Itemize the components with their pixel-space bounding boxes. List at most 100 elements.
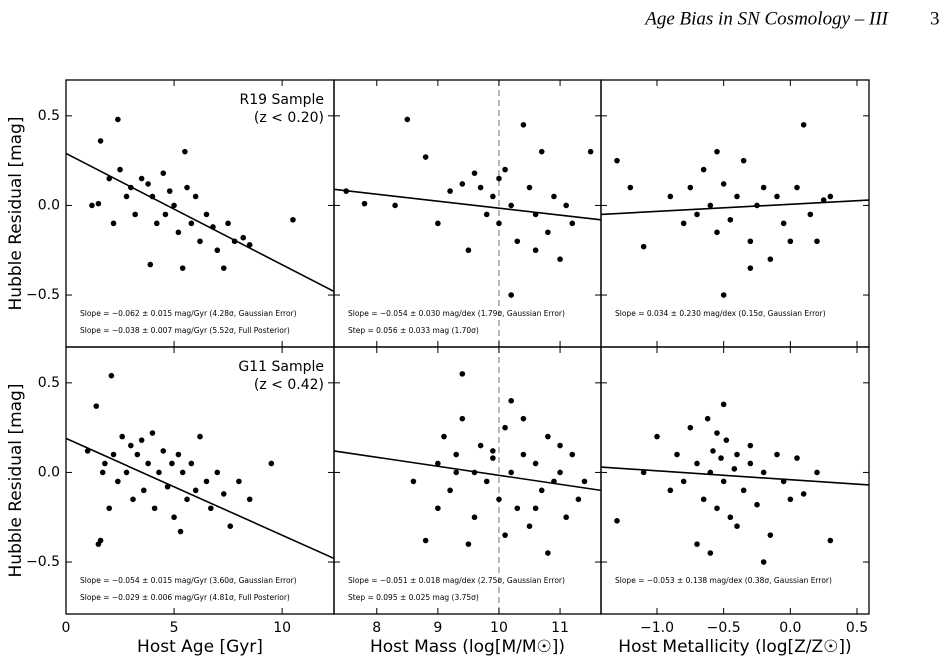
data-point bbox=[99, 469, 106, 476]
data-point bbox=[95, 200, 102, 207]
data-point bbox=[145, 181, 151, 187]
data-point bbox=[545, 229, 551, 236]
data-point bbox=[119, 433, 125, 440]
y-tick-label: 0.5 bbox=[38, 375, 60, 391]
data-point bbox=[538, 148, 545, 155]
data-point bbox=[727, 514, 734, 521]
data-point bbox=[740, 157, 747, 164]
data-point bbox=[526, 184, 533, 191]
data-point bbox=[514, 238, 521, 245]
data-point bbox=[435, 505, 441, 512]
data-point bbox=[471, 170, 478, 176]
data-point bbox=[747, 460, 754, 467]
data-point bbox=[807, 211, 814, 218]
data-point bbox=[787, 496, 794, 503]
fit-annotation: Slope = −0.054 ± 0.030 mag/dex (1.79σ, G… bbox=[348, 309, 565, 318]
panel-frame bbox=[600, 346, 870, 615]
data-point bbox=[734, 523, 740, 529]
data-point bbox=[447, 487, 453, 494]
y-tick-label: 0.0 bbox=[38, 464, 60, 480]
data-point bbox=[687, 424, 694, 431]
data-point bbox=[674, 451, 680, 458]
data-point bbox=[236, 478, 242, 485]
data-point bbox=[171, 202, 177, 209]
data-point bbox=[343, 188, 350, 194]
y-tick-label: 0.5 bbox=[38, 108, 60, 124]
data-point bbox=[734, 451, 740, 458]
data-point bbox=[827, 193, 834, 200]
data-point bbox=[453, 451, 459, 458]
data-point bbox=[177, 528, 184, 535]
panel-frame bbox=[600, 79, 870, 348]
data-point bbox=[714, 505, 720, 512]
data-point bbox=[520, 451, 527, 458]
y-tick-label: −0.5 bbox=[26, 554, 60, 570]
data-point bbox=[290, 216, 296, 223]
data-point bbox=[727, 216, 734, 223]
data-point bbox=[97, 537, 104, 544]
data-point bbox=[718, 455, 724, 461]
data-point bbox=[138, 175, 145, 182]
fit-line bbox=[65, 437, 335, 560]
data-point bbox=[502, 532, 508, 538]
data-point bbox=[814, 238, 820, 245]
data-point bbox=[164, 483, 171, 490]
data-point bbox=[557, 256, 563, 262]
data-point bbox=[496, 220, 502, 227]
data-point bbox=[214, 469, 221, 476]
data-point bbox=[827, 537, 834, 544]
data-point bbox=[203, 478, 210, 485]
data-point bbox=[774, 193, 780, 200]
data-point bbox=[490, 455, 496, 461]
data-point bbox=[240, 234, 247, 241]
x-tick-label: 0 bbox=[62, 620, 71, 636]
data-point bbox=[520, 415, 527, 422]
data-point bbox=[441, 433, 447, 440]
data-point bbox=[563, 202, 569, 209]
data-point bbox=[767, 532, 774, 538]
x-tick-label: −0.5 bbox=[707, 620, 741, 636]
data-point bbox=[246, 496, 253, 503]
fit-annotation: Slope = −0.062 ± 0.015 mag/Gyr (4.28σ, G… bbox=[80, 309, 297, 318]
data-point bbox=[714, 148, 720, 155]
data-point bbox=[268, 460, 275, 467]
data-point bbox=[734, 193, 740, 200]
data-point bbox=[532, 460, 539, 467]
data-point bbox=[575, 496, 582, 503]
data-point bbox=[587, 148, 594, 155]
x-tick-label: 11 bbox=[551, 620, 569, 636]
data-point bbox=[141, 487, 147, 494]
data-point bbox=[84, 448, 91, 454]
data-point bbox=[171, 514, 177, 521]
x-axis-label: Host Metallicity (log[Z/Z☉]) bbox=[618, 637, 851, 657]
data-point bbox=[767, 256, 774, 262]
data-point bbox=[132, 211, 138, 218]
data-point bbox=[508, 292, 514, 298]
data-point bbox=[184, 184, 190, 191]
data-point bbox=[723, 437, 730, 443]
y-axis-label: Hubble Residual [mag] bbox=[6, 384, 26, 578]
data-point bbox=[459, 415, 466, 422]
data-point bbox=[714, 430, 720, 436]
data-point bbox=[410, 478, 417, 485]
data-point bbox=[192, 487, 199, 494]
data-point bbox=[490, 448, 496, 454]
data-point bbox=[614, 157, 620, 164]
data-point bbox=[471, 469, 478, 476]
fit-annotation: Slope = −0.053 ± 0.138 mag/dex (0.38σ, G… bbox=[615, 576, 832, 585]
data-point bbox=[508, 397, 514, 404]
data-point bbox=[447, 188, 453, 194]
data-point bbox=[117, 166, 123, 173]
data-point bbox=[814, 469, 820, 476]
x-tick-label: 9 bbox=[433, 620, 442, 636]
data-point bbox=[102, 460, 108, 467]
data-point bbox=[459, 371, 466, 377]
data-point bbox=[97, 138, 104, 144]
data-point bbox=[667, 487, 674, 494]
data-point bbox=[760, 184, 767, 191]
x-tick-label: 10 bbox=[490, 620, 508, 636]
data-point bbox=[110, 220, 117, 227]
data-point bbox=[130, 496, 136, 503]
data-point bbox=[569, 220, 576, 227]
